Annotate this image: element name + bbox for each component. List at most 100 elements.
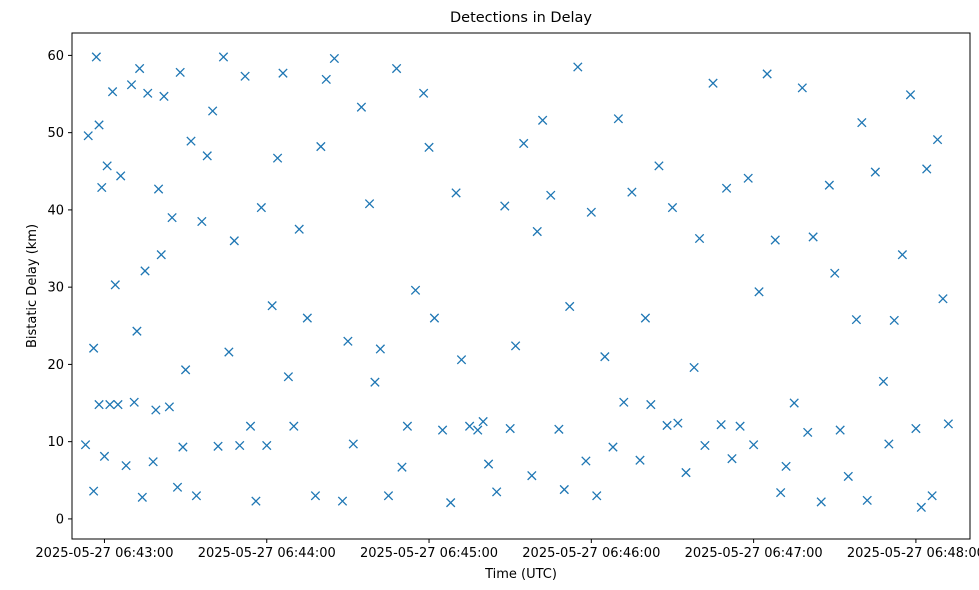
data-point xyxy=(662,420,672,431)
data-point xyxy=(126,80,137,90)
x-marker-stroke xyxy=(559,484,569,495)
data-point xyxy=(370,377,380,387)
data-point xyxy=(803,427,813,438)
x-marker-stroke xyxy=(743,173,753,183)
data-point xyxy=(289,421,299,431)
x-marker-stroke xyxy=(884,439,894,449)
y-tick-label: 10 xyxy=(47,435,64,450)
data-point xyxy=(519,138,529,149)
data-point xyxy=(862,495,872,506)
data-point xyxy=(88,486,99,496)
x-marker-stroke xyxy=(110,280,120,290)
x-marker-stroke xyxy=(600,352,610,362)
x-marker-stroke xyxy=(278,68,288,78)
data-point xyxy=(294,224,304,234)
x-marker-stroke xyxy=(88,343,99,353)
data-point xyxy=(240,71,250,81)
data-point xyxy=(667,202,678,213)
data-point xyxy=(586,207,596,217)
x-marker-stroke xyxy=(721,183,732,193)
data-point xyxy=(473,425,483,435)
x-marker-stroke xyxy=(716,420,726,430)
data-point xyxy=(613,114,624,124)
x-marker-stroke xyxy=(689,362,699,373)
data-point xyxy=(916,502,926,512)
x-marker-stroke xyxy=(843,471,853,482)
data-point xyxy=(884,439,894,449)
data-point xyxy=(153,184,164,194)
data-point xyxy=(191,491,202,501)
data-point xyxy=(402,421,413,431)
x-marker-stroke xyxy=(932,134,943,145)
x-marker-stroke xyxy=(446,498,456,508)
x-marker-stroke xyxy=(681,467,691,478)
x-marker-stroke xyxy=(889,315,899,326)
data-point xyxy=(857,117,867,128)
data-point xyxy=(424,142,434,152)
data-point xyxy=(781,461,791,472)
data-point xyxy=(776,487,786,498)
data-point xyxy=(337,496,348,506)
x-marker-stroke xyxy=(424,142,434,152)
data-point xyxy=(102,161,112,171)
x-marker-stroke xyxy=(229,236,239,246)
data-point xyxy=(483,459,494,469)
x-marker-stroke xyxy=(851,314,862,325)
data-point xyxy=(527,470,537,481)
data-point xyxy=(132,326,142,336)
x-marker-stroke xyxy=(429,313,440,323)
x-marker-stroke xyxy=(289,421,299,431)
x-marker-stroke xyxy=(608,442,618,452)
x-tick-label: 2025-05-27 06:43:00 xyxy=(35,546,173,561)
data-point xyxy=(151,405,161,415)
x-marker-stroke xyxy=(224,347,234,357)
data-point xyxy=(505,423,515,434)
data-point xyxy=(278,68,288,78)
data-point xyxy=(207,106,218,116)
x-marker-stroke xyxy=(235,440,245,451)
data-point xyxy=(97,182,107,193)
x-marker-stroke xyxy=(107,87,118,97)
y-axis: 0 10 20 30 40 50 60 xyxy=(47,49,72,527)
data-point xyxy=(870,167,880,177)
data-point xyxy=(172,482,183,492)
x-marker-stroke xyxy=(329,53,340,64)
x-marker-stroke xyxy=(527,470,537,481)
x-marker-stroke xyxy=(573,62,583,72)
x-marker-stroke xyxy=(83,131,93,141)
x-marker-stroke xyxy=(343,336,353,346)
data-point xyxy=(446,498,456,508)
data-point xyxy=(110,280,120,290)
data-point xyxy=(105,399,115,410)
data-point xyxy=(451,188,461,198)
x-marker-stroke xyxy=(245,421,256,431)
x-marker-stroke xyxy=(532,226,542,237)
x-marker-stroke xyxy=(640,313,651,323)
data-point xyxy=(922,164,932,174)
x-marker-stroke xyxy=(97,182,107,193)
x-marker-stroke xyxy=(129,397,139,407)
x-marker-stroke xyxy=(862,495,872,506)
x-marker-stroke xyxy=(694,233,705,244)
data-point xyxy=(681,467,691,478)
x-marker-stroke xyxy=(99,451,110,462)
x-tick-label: 2025-05-27 06:48:00 xyxy=(847,546,979,561)
x-marker-stroke xyxy=(272,153,283,163)
x-marker-stroke xyxy=(348,439,358,449)
data-point xyxy=(329,53,340,64)
data-point xyxy=(113,399,123,410)
data-point xyxy=(640,313,651,323)
x-marker-stroke xyxy=(911,423,921,434)
data-point xyxy=(897,250,908,260)
x-marker-stroke xyxy=(88,486,99,496)
data-point xyxy=(129,397,139,407)
data-point xyxy=(164,402,175,412)
data-point xyxy=(245,421,256,431)
x-marker-stroke xyxy=(191,491,202,501)
data-point xyxy=(532,226,542,237)
x-marker-stroke xyxy=(451,188,461,198)
data-point xyxy=(251,496,261,506)
x-marker-stroke xyxy=(473,425,483,435)
data-point xyxy=(700,440,710,451)
y-tick-label: 20 xyxy=(47,358,64,373)
